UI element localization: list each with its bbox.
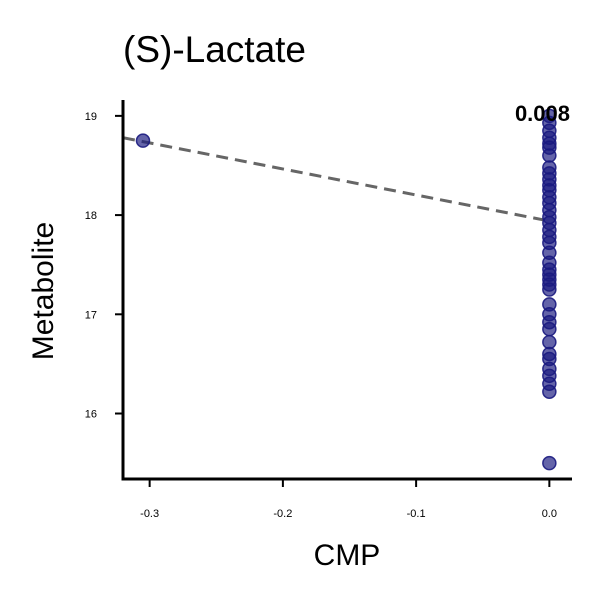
y-tick-label: 16 <box>85 409 97 421</box>
y-axis-label: Metabolite <box>27 222 60 360</box>
x-tick-label: -0.1 <box>407 508 426 520</box>
data-point <box>542 282 557 297</box>
data-point <box>542 455 557 471</box>
x-tick-label: 0.0 <box>542 508 557 520</box>
x-tick-label: -0.3 <box>140 508 159 520</box>
points-layer <box>135 108 557 471</box>
trend-line <box>122 136 550 223</box>
data-point <box>542 148 557 163</box>
ticks: -0.3 -0.2 -0.1 0.0 16 17 18 19 <box>85 111 557 520</box>
y-tick-label: 19 <box>85 111 97 123</box>
y-tick-label: 17 <box>85 309 97 321</box>
y-tick-label: 18 <box>85 210 97 222</box>
x-axis-label: CMP <box>314 539 381 572</box>
data-point <box>542 334 557 350</box>
data-point <box>542 384 557 399</box>
chart-title: (S)-Lactate <box>123 29 306 70</box>
data-point <box>542 321 557 337</box>
correlation-annotation: 0.008 <box>515 101 570 126</box>
axes <box>121 100 572 481</box>
data-point <box>135 133 151 148</box>
trend-line-layer <box>122 136 550 223</box>
x-tick-label: -0.2 <box>273 508 292 520</box>
